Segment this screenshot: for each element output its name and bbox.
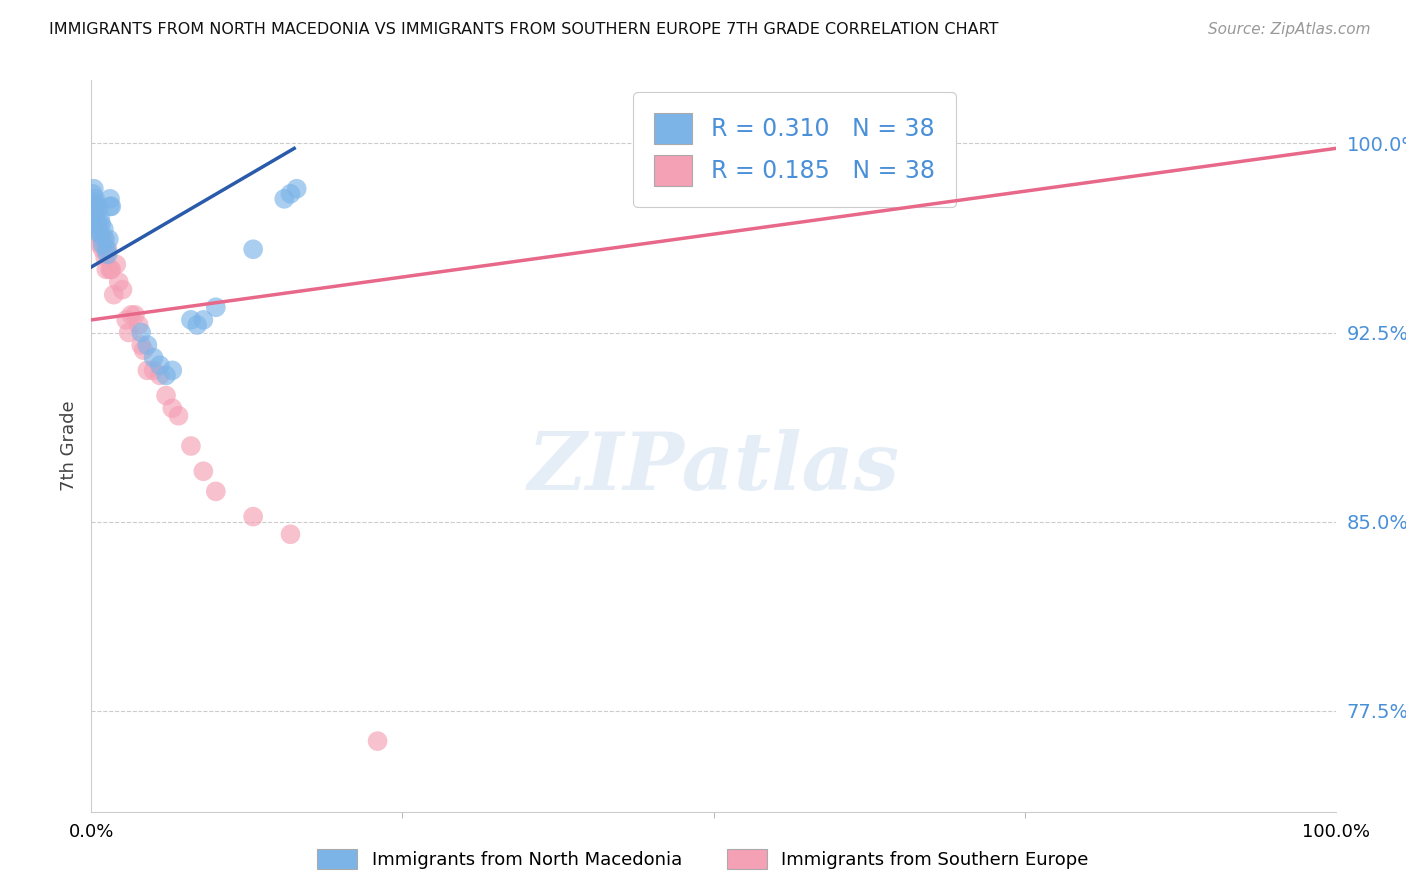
Point bbox=[83, 182, 105, 196]
Point bbox=[97, 247, 120, 261]
Point bbox=[84, 199, 107, 213]
Text: ZIPatlas: ZIPatlas bbox=[527, 429, 900, 507]
Point bbox=[280, 186, 302, 201]
Point bbox=[90, 217, 112, 231]
Point bbox=[142, 363, 165, 377]
Point bbox=[242, 242, 264, 256]
Point bbox=[86, 199, 108, 213]
Text: IMMIGRANTS FROM NORTH MACEDONIA VS IMMIGRANTS FROM SOUTHERN EUROPE 7TH GRADE COR: IMMIGRANTS FROM NORTH MACEDONIA VS IMMIG… bbox=[49, 22, 998, 37]
Point bbox=[84, 207, 107, 221]
Point bbox=[90, 232, 112, 246]
Point bbox=[96, 262, 118, 277]
Point bbox=[82, 186, 104, 201]
Point bbox=[86, 217, 108, 231]
Legend: Immigrants from North Macedonia, Immigrants from Southern Europe: Immigrants from North Macedonia, Immigra… bbox=[308, 839, 1098, 879]
Point bbox=[180, 439, 202, 453]
Point bbox=[285, 182, 308, 196]
Point bbox=[87, 217, 110, 231]
Point bbox=[136, 338, 159, 352]
Point bbox=[98, 262, 121, 277]
Point bbox=[98, 192, 121, 206]
Point bbox=[83, 199, 105, 213]
Point bbox=[186, 318, 208, 332]
Point bbox=[87, 202, 110, 216]
Point bbox=[280, 527, 302, 541]
Point bbox=[205, 300, 228, 314]
Point bbox=[129, 338, 152, 352]
Point bbox=[91, 242, 114, 256]
Point bbox=[120, 308, 142, 322]
Point bbox=[115, 313, 138, 327]
Point bbox=[97, 232, 120, 246]
Point bbox=[242, 509, 264, 524]
Point bbox=[103, 287, 125, 301]
Point bbox=[94, 232, 117, 246]
Point bbox=[86, 197, 108, 211]
Point bbox=[86, 225, 108, 239]
Point bbox=[89, 212, 111, 227]
Point bbox=[89, 227, 111, 241]
Point bbox=[89, 237, 111, 252]
Point bbox=[100, 199, 122, 213]
Point bbox=[84, 192, 107, 206]
Y-axis label: 7th Grade: 7th Grade bbox=[59, 401, 77, 491]
Point bbox=[167, 409, 190, 423]
Point bbox=[367, 734, 389, 748]
Point bbox=[86, 212, 108, 227]
Point bbox=[205, 484, 228, 499]
Point bbox=[82, 217, 104, 231]
Point bbox=[94, 250, 117, 264]
Point bbox=[273, 192, 295, 206]
Legend: R = 0.310   N = 38, R = 0.185   N = 38: R = 0.310 N = 38, R = 0.185 N = 38 bbox=[633, 92, 956, 207]
Point bbox=[96, 242, 118, 256]
Point bbox=[87, 222, 110, 236]
Point bbox=[100, 262, 122, 277]
Point bbox=[162, 401, 184, 416]
Point bbox=[162, 363, 184, 377]
Point bbox=[97, 242, 120, 256]
Point bbox=[83, 207, 105, 221]
Point bbox=[155, 368, 177, 383]
Text: Source: ZipAtlas.com: Source: ZipAtlas.com bbox=[1208, 22, 1371, 37]
Point bbox=[107, 275, 129, 289]
Point bbox=[82, 194, 104, 209]
Point bbox=[142, 351, 165, 365]
Point bbox=[149, 359, 172, 373]
Point bbox=[91, 237, 114, 252]
Point bbox=[111, 283, 134, 297]
Point bbox=[129, 326, 152, 340]
Point bbox=[86, 199, 108, 213]
Point bbox=[93, 232, 115, 246]
Point bbox=[93, 222, 115, 236]
Point bbox=[128, 318, 150, 332]
Point bbox=[105, 257, 128, 271]
Point bbox=[149, 368, 172, 383]
Point bbox=[118, 326, 141, 340]
Point bbox=[132, 343, 155, 358]
Point bbox=[180, 313, 202, 327]
Point bbox=[193, 464, 215, 478]
Point bbox=[136, 363, 159, 377]
Point bbox=[124, 308, 146, 322]
Point bbox=[155, 388, 177, 402]
Point bbox=[193, 313, 215, 327]
Point bbox=[98, 199, 121, 213]
